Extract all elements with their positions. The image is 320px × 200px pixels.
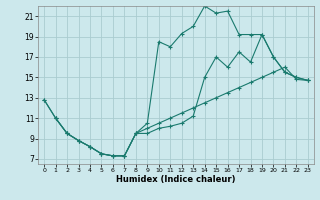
X-axis label: Humidex (Indice chaleur): Humidex (Indice chaleur) xyxy=(116,175,236,184)
